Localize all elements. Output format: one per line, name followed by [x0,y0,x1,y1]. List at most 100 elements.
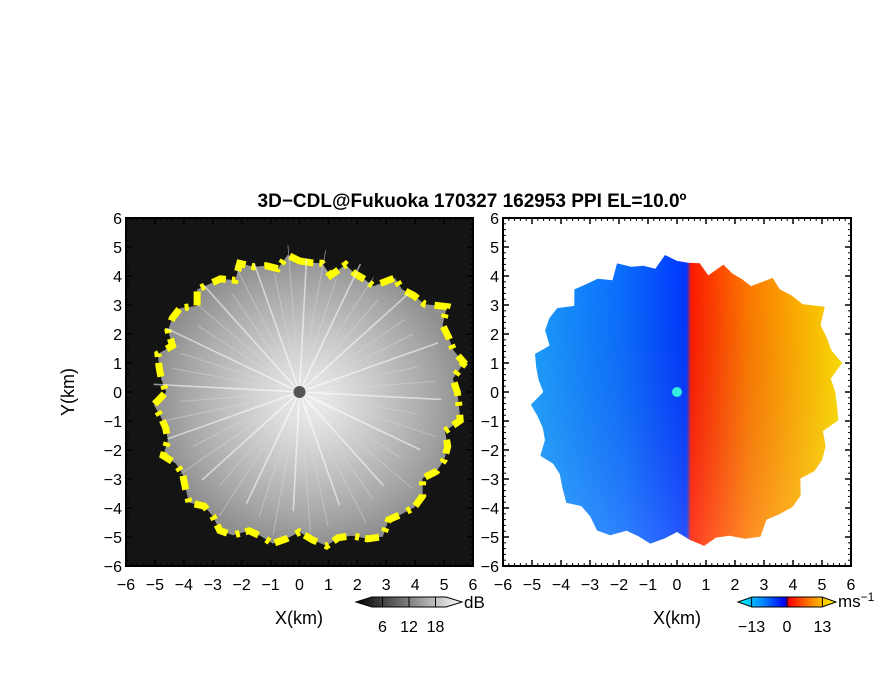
radial-streak [298,391,341,506]
radial-streak [219,391,300,487]
y-tick-label: 0 [490,385,499,402]
x-tick-label: −4 [175,577,193,594]
reflectivity-colorbar: 6 12 18 dB [354,593,485,636]
radial-streak [298,292,410,393]
y-tick-label: 5 [113,240,122,257]
colorbar-velocity-unit-base: ms [838,592,861,611]
radial-streak [299,391,402,459]
x-tick-label: 2 [731,577,740,594]
x-tick-label: 5 [818,577,827,594]
radial-streak [164,391,300,422]
reflectivity-ylabel: Y(km) [58,368,78,416]
radial-streak [245,391,301,505]
radial-streak [253,263,301,393]
y-tick-label: 0 [113,385,122,402]
y-tick-label: −3 [481,472,499,489]
x-tick-label: 0 [295,577,304,594]
colorbar-tick-label: 18 [427,619,445,636]
velocity-colorbar: −13 0 13 ms−1 [736,590,875,636]
radial-streak [298,391,384,486]
radial-streak [180,391,300,402]
y-tick-label: 1 [490,356,499,373]
radial-streak [299,277,375,393]
radial-streak [298,263,362,393]
colorbar-tick-label: 13 [813,619,831,636]
radial-streak [197,304,300,393]
x-tick-label: −2 [233,577,251,594]
x-tick-label: −6 [494,577,512,594]
x-tick-label: −4 [552,577,570,594]
y-tick-label: −6 [481,559,499,576]
velocity-xlabel: X(km) [653,608,701,628]
y-tick-label: −2 [104,443,122,460]
velocity-echo-shade [530,255,843,546]
x-tick-label: 4 [789,577,798,594]
y-tick-label: −2 [481,443,499,460]
y-tick-label: 1 [113,356,122,373]
radial-streak [299,391,436,437]
radial-streak [172,367,300,393]
reflectivity-panel: −6 −5 −4 −3 −2 −1 0 1 2 3 4 5 6 −6 −5 −4 −3 −2 −1 0 1 2 3 4 5 6 X… [58,211,478,628]
y-tick-label: −4 [481,501,499,518]
y-tick-label: 4 [490,269,499,286]
radial-streak [299,278,337,393]
x-tick-label: −6 [117,577,135,594]
radial-streak [292,391,301,512]
x-tick-label: 6 [847,577,856,594]
radial-streak [272,391,300,535]
colorbar-db-ticks: 6 12 18 [378,597,445,636]
radial-streak [299,391,329,528]
radial-streak [201,391,301,481]
radial-streak [167,391,300,440]
radial-streak [299,319,405,393]
radial-streak [273,273,300,393]
x-tick-label: 5 [440,577,449,594]
y-tick-label: 6 [490,211,499,228]
y-tick-label: −4 [104,501,122,518]
radar-site-marker [293,386,306,398]
radial-streak [299,380,435,393]
radial-streak [299,333,413,393]
x-tick-label: −3 [204,577,222,594]
chart-title: 3D−CDL@Fukuoka 170327 162953 PPI EL=10.0… [258,191,687,212]
radial-streak [153,383,300,393]
x-tick-label: 3 [382,577,391,594]
y-tick-label: −3 [104,472,122,489]
y-tick-label: −1 [104,414,122,431]
radial-streak [299,391,412,489]
y-tick-label: −6 [104,559,122,576]
radial-streak [299,299,379,393]
x-tick-label: 0 [673,577,682,594]
colorbar-db-unit: dB [464,593,485,612]
colorbar-tick-label: −13 [738,619,765,636]
radial-streak [166,327,300,393]
x-tick-label: 6 [469,577,478,594]
radar-site-marker-right [672,387,682,397]
radial-streak [299,391,417,415]
reflectivity-axis-ticks: −6 −5 −4 −3 −2 −1 0 1 2 3 4 5 6 −6 −5 −4 −3 −2 −1 0 1 2 3 4 5 6 [104,211,478,594]
radial-streak [299,391,373,499]
y-tick-label: 4 [113,269,122,286]
radial-streak [234,264,300,393]
x-tick-label: 2 [353,577,362,594]
x-tick-label: 1 [702,577,711,594]
x-tick-label: −5 [523,577,541,594]
y-tick-label: 6 [113,211,122,228]
y-tick-label: 3 [113,298,122,315]
x-tick-label: −5 [146,577,164,594]
radial-streak [299,250,327,393]
radial-streak [193,391,300,447]
x-tick-label: −3 [581,577,599,594]
velocity-axis-ticks: −6 −5 −4 −3 −2 −1 0 1 2 3 4 5 6 −6 −5 −4 −3 −2 −1 0 1 2 3 4 5 6 [481,211,856,594]
radial-streak [299,391,442,401]
radial-streak [258,391,300,518]
x-tick-label: 1 [324,577,333,594]
x-tick-label: −2 [610,577,628,594]
radial-streak [203,284,301,393]
radial-streak [299,391,421,451]
y-tick-label: 5 [490,240,499,257]
radial-streak [299,366,418,393]
radial-streak [218,391,300,517]
colorbar-tick-label: 6 [378,619,387,636]
